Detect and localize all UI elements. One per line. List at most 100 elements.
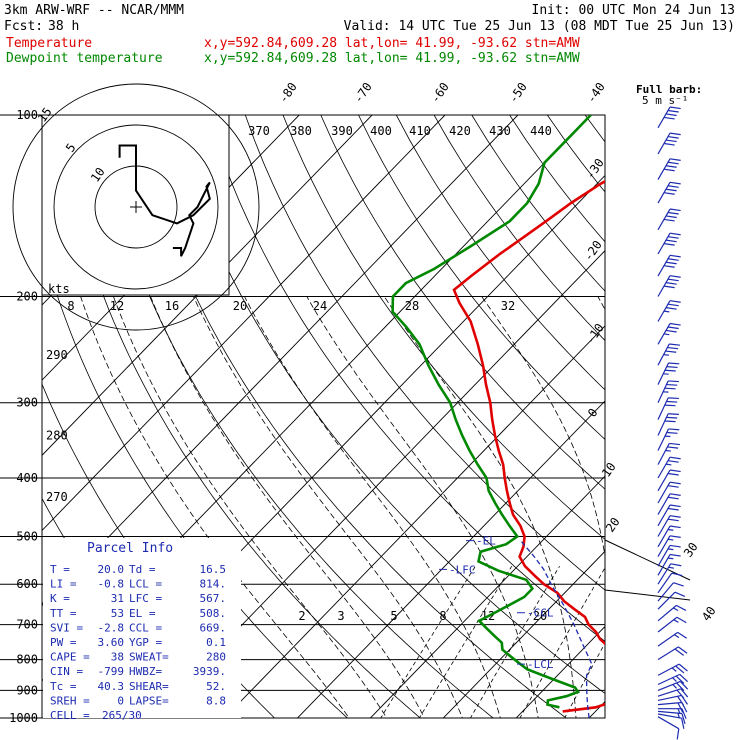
parcel-row-right-label: CCL =: [129, 621, 162, 634]
hodograph-ring-label: 15: [35, 105, 55, 125]
barb-scale-units: 5 m s⁻¹: [642, 94, 688, 107]
wind-barb-full: [669, 515, 681, 518]
wind-barb: [657, 604, 687, 622]
wind-barb-full: [669, 208, 681, 212]
wind-barb-full: [669, 275, 681, 278]
level-label-ccl: -CCL: [527, 607, 554, 620]
wind-barb: [657, 710, 686, 724]
parcel-row-right-value: 0.1: [206, 636, 226, 649]
wind-barb-staff: [657, 631, 679, 647]
wind-barb-full: [663, 168, 675, 172]
isotherm-line: [723, 115, 740, 731]
theta-e-tick: 370: [248, 124, 270, 138]
wind-barb-half: [677, 712, 681, 719]
mixing-ratio-label: 20: [533, 609, 547, 623]
dry-adiabat-line: [169, 115, 605, 694]
hodograph-ring: [53, 124, 219, 290]
dewpoint-trace: [391, 115, 592, 709]
wind-barb: [657, 254, 681, 277]
isotherm-label-top: -60: [428, 80, 452, 106]
wind-barb: [657, 504, 681, 527]
theta-label: 270: [46, 490, 68, 504]
isotherm-label-right: 10: [599, 460, 619, 480]
parcel-info-title: Parcel Info: [87, 541, 173, 556]
wind-barb: [657, 563, 682, 585]
theta-e-tick: 410: [409, 124, 431, 138]
parcel-row-left-label: TT =: [50, 607, 77, 620]
moist-adiabat-line: [723, 297, 740, 731]
wind-barb-full: [676, 728, 680, 740]
wind-barb-full: [669, 481, 681, 485]
wind-barb-half: [664, 435, 671, 438]
wind-barb-half: [665, 449, 671, 452]
wind-barb-staff: [657, 716, 680, 730]
wind-barb: [657, 525, 681, 548]
wind-barb: [657, 232, 681, 255]
wind-barb: [657, 413, 679, 436]
wind-barb: [657, 208, 681, 231]
speed-tick: 16: [165, 299, 179, 313]
wind-barb-full: [663, 265, 675, 268]
theta-e-ticks: 370 380 390 400 410 420 430 440: [248, 124, 552, 138]
wind-barb-full: [667, 460, 679, 463]
wind-barb-half: [672, 677, 677, 682]
wind-barb-full: [675, 675, 685, 684]
forecast-label: Fcst:: [4, 19, 43, 34]
wind-barb: [657, 572, 683, 594]
wind-barb-staff: [657, 694, 682, 701]
dry-adiabat-line: [358, 115, 605, 440]
wind-barb-full: [669, 232, 681, 236]
wind-barb-staff: [657, 443, 670, 465]
wind-barb-staff: [657, 710, 682, 715]
wind-barb-half: [667, 538, 674, 541]
isotherm-line: [442, 550, 605, 718]
wind-barb-full: [663, 192, 675, 195]
wind-barb-staff: [657, 428, 670, 451]
moist-adiabat-line: [113, 296, 388, 718]
wind-barb-full: [676, 682, 685, 692]
wind-barb-full: [667, 446, 679, 449]
parcel-trace: [520, 540, 593, 718]
wind-barb-staff: [657, 362, 670, 385]
wind-barb-full: [667, 211, 679, 215]
wind-barb-half: [667, 528, 674, 531]
parcel-info-box: Parcel Info T = 20.0 Td = 16.5 LI = -0.8 LCL =…: [43, 538, 241, 722]
legend-dewpoint-location: x,y=592.84,609.28 lat,lon= 41.99, -93.62…: [204, 51, 580, 66]
mixing-ratio-label: 8: [439, 609, 446, 623]
temperature-trace: [452, 179, 605, 713]
theta-e-tick: 420: [449, 124, 471, 138]
wind-barb-full: [668, 362, 680, 365]
dry-adiabat-line: [282, 115, 605, 540]
mixing-ratio-line: [519, 566, 605, 718]
theta-label: 290: [46, 348, 68, 362]
wind-barb-full: [673, 582, 684, 587]
wind-barb-half: [673, 607, 679, 612]
wind-barb-full: [669, 322, 681, 326]
speed-tick: 12: [110, 299, 124, 313]
isotherm-line: [369, 475, 605, 718]
dry-adiabat-line: [661, 115, 740, 731]
theta-e-tick: 430: [489, 124, 511, 138]
wind-barb-full: [666, 431, 678, 434]
wind-barb-full: [667, 109, 679, 113]
speed-tick: 28: [405, 299, 419, 313]
parcel-row-right-label: LAPSE=: [129, 694, 169, 707]
wind-barb-staff: [657, 572, 673, 594]
wind-barb-full: [676, 604, 687, 611]
wind-barb-full: [665, 165, 677, 168]
parcel-row-left-value: 53: [111, 607, 124, 620]
parcel-row-left-label: SREH =: [50, 694, 90, 707]
parcel-level-labels: -EL -LFC -CCL -LCL: [439, 535, 554, 671]
dry-adiabat-line: [509, 115, 605, 243]
parcel-row-left-value: 40.3: [98, 680, 125, 693]
wind-barb-full: [679, 680, 689, 690]
wind-barb: [657, 582, 684, 602]
wind-barb-full: [667, 507, 679, 511]
wind-barb-full: [669, 106, 681, 110]
legend-dewpoint: Dewpoint temperature: [6, 51, 163, 66]
parcel-row-right-label: SHEAR=: [129, 680, 169, 693]
pressure-label: 500: [16, 529, 38, 543]
wind-barb-full: [667, 258, 679, 261]
parcel-row-right-value: 814.: [200, 578, 227, 591]
